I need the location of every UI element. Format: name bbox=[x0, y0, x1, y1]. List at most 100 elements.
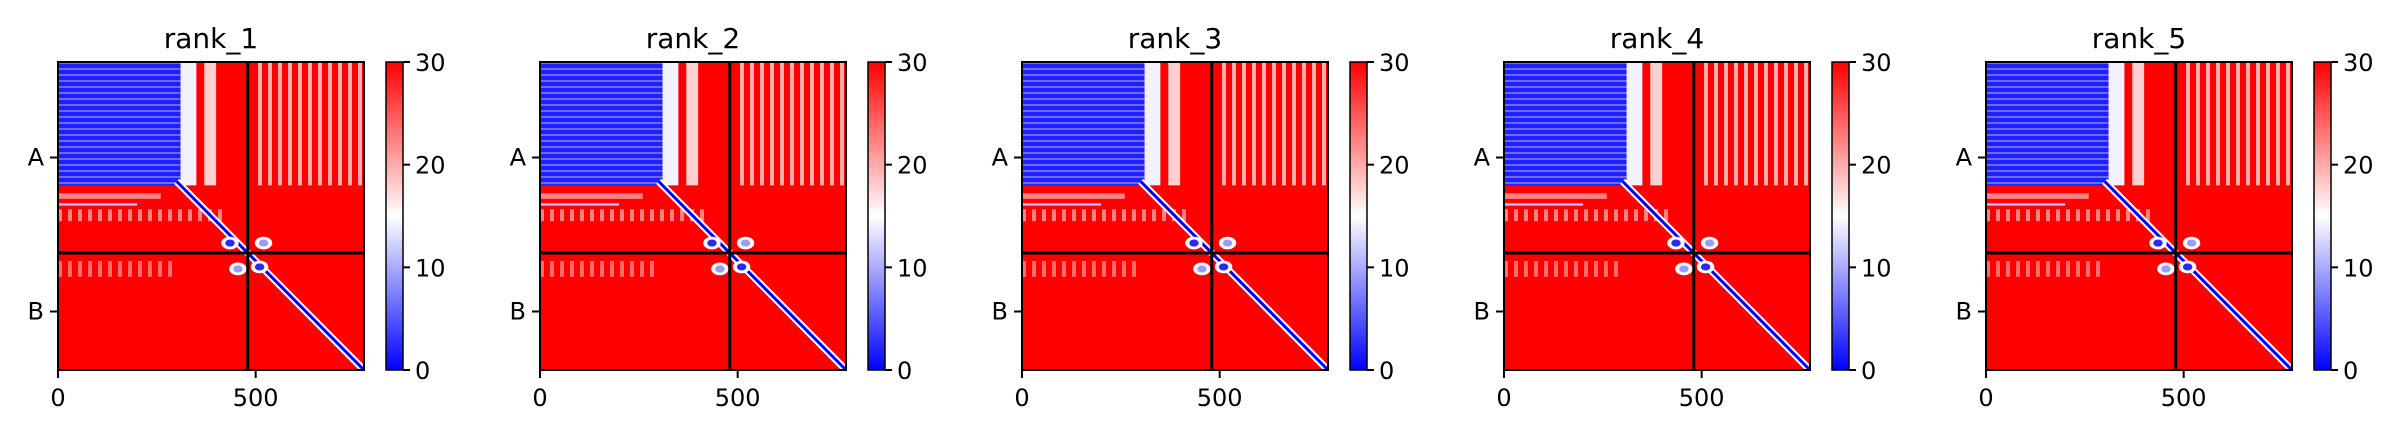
colorbar: 0 10 20 30 bbox=[385, 49, 446, 385]
heatmap-block-aa bbox=[1022, 62, 1145, 186]
heatmap-interface-blob bbox=[736, 263, 747, 271]
colorbar: 0 10 20 30 bbox=[2313, 49, 2374, 385]
heatmap-panel: rank_3 0 500 A B 0 10 20 30 bbox=[992, 22, 1410, 412]
heatmap-interface-blob bbox=[1679, 265, 1689, 273]
heatmap-body bbox=[539, 61, 849, 373]
panel-title: rank_4 bbox=[1610, 22, 1704, 55]
heatmap-band bbox=[1144, 62, 1161, 186]
colorbar-gradient bbox=[1349, 61, 1368, 371]
panel-title: rank_1 bbox=[164, 22, 258, 55]
heatmap-interface-blob bbox=[1700, 263, 1711, 271]
heatmap-streak bbox=[1504, 260, 1623, 277]
heatmap-interface-blob bbox=[2153, 239, 2163, 247]
heatmap-diagonal bbox=[2103, 180, 2294, 372]
colorbar-tick-label: 20 bbox=[2343, 152, 2374, 180]
heatmap-band bbox=[204, 62, 217, 186]
x-tick-label: 0 bbox=[1978, 384, 1993, 412]
x-tick-label: 500 bbox=[233, 384, 279, 412]
colorbar-tick-label: 10 bbox=[897, 254, 928, 282]
x-tick-label: 500 bbox=[1679, 384, 1725, 412]
heatmap-frame bbox=[1503, 61, 1811, 371]
colorbar-tick-label: 30 bbox=[1379, 49, 1410, 77]
heatmap-body bbox=[1503, 61, 1813, 373]
heatmap-interface-blob bbox=[254, 263, 265, 271]
heatmap-band bbox=[737, 62, 846, 186]
colorbar-tick-label: 10 bbox=[2343, 254, 2374, 282]
heatmap-frame bbox=[1985, 61, 2293, 371]
heatmap-panel: rank_5 0 500 A B 0 10 20 30 bbox=[1956, 22, 2374, 412]
heatmap-band bbox=[255, 62, 364, 186]
y-tick-label: A bbox=[28, 144, 45, 172]
y-tick-label: A bbox=[992, 144, 1009, 172]
heatmap-interface-blob bbox=[1218, 263, 1229, 271]
heatmap-block-aa bbox=[1504, 62, 1627, 186]
heatmap-band bbox=[1219, 62, 1328, 186]
heatmap-streak bbox=[540, 203, 620, 206]
colorbar: 0 10 20 30 bbox=[867, 49, 928, 385]
heatmap-interface-blob bbox=[1197, 265, 1207, 273]
colorbar-tick-label: 10 bbox=[1861, 254, 1892, 282]
heatmap-diagonal bbox=[1139, 180, 1330, 372]
heatmap-band bbox=[1701, 62, 1810, 186]
heatmap-interface-blob bbox=[258, 239, 269, 247]
colorbar-tick-label: 20 bbox=[1379, 152, 1410, 180]
heatmap-interface-blob bbox=[225, 239, 235, 247]
y-tick-label: A bbox=[1474, 144, 1491, 172]
heatmap-diagonal bbox=[1621, 180, 1812, 372]
heatmap-streak bbox=[1504, 193, 1607, 199]
heatmap-band bbox=[2183, 62, 2292, 186]
heatmap-streak bbox=[1504, 203, 1584, 206]
colorbar-tick-label: 0 bbox=[2343, 357, 2358, 385]
x-tick-label: 0 bbox=[532, 384, 547, 412]
heatmap-interface-blob bbox=[2161, 265, 2171, 273]
x-tick-label: 0 bbox=[1014, 384, 1029, 412]
heatmap-band bbox=[686, 62, 699, 186]
colorbar-tick-label: 0 bbox=[415, 357, 430, 385]
heatmap-streak bbox=[1986, 203, 2066, 206]
heatmap-streak bbox=[1022, 260, 1141, 277]
colorbar-tick-label: 10 bbox=[1379, 254, 1410, 282]
heatmap-interface-blob bbox=[740, 239, 751, 247]
colorbar-tick-label: 20 bbox=[897, 152, 928, 180]
x-tick-label: 0 bbox=[1496, 384, 1511, 412]
panel-title: rank_5 bbox=[2092, 22, 2186, 55]
heatmap-streak bbox=[1986, 260, 2105, 277]
heatmap-diagonal bbox=[175, 180, 366, 372]
heatmap-streak bbox=[58, 260, 177, 277]
heatmap-block-aa bbox=[1986, 62, 2109, 186]
colorbar-tick-label: 10 bbox=[415, 254, 446, 282]
heatmap-band bbox=[1626, 62, 1643, 186]
y-tick-label: B bbox=[28, 298, 44, 326]
heatmap-interface-blob bbox=[707, 239, 717, 247]
heatmap-body bbox=[1021, 61, 1331, 373]
x-tick-label: 500 bbox=[2161, 384, 2207, 412]
heatmap-streak bbox=[1504, 209, 1671, 222]
heatmap-streak bbox=[540, 193, 643, 199]
colorbar-gradient bbox=[385, 61, 404, 371]
heatmap-band bbox=[1650, 62, 1663, 186]
heatmap-frame bbox=[1021, 61, 1329, 371]
heatmap-frame bbox=[57, 61, 365, 371]
colorbar-tick-label: 30 bbox=[415, 49, 446, 77]
colorbar-tick-label: 20 bbox=[415, 152, 446, 180]
heatmap-band bbox=[662, 62, 679, 186]
x-tick-label: 500 bbox=[1197, 384, 1243, 412]
heatmap-interface-blob bbox=[1671, 239, 1681, 247]
heatmap-interface-blob bbox=[233, 265, 243, 273]
heatmap-streak bbox=[1022, 193, 1125, 199]
heatmap-band bbox=[180, 62, 197, 186]
heatmap-interface-blob bbox=[1189, 239, 1199, 247]
y-tick-label: A bbox=[510, 144, 527, 172]
heatmap-body bbox=[57, 61, 367, 373]
panel-title: rank_2 bbox=[646, 22, 740, 55]
heatmap-frame bbox=[539, 61, 847, 371]
heatmap-streak bbox=[1022, 209, 1189, 222]
colorbar-gradient bbox=[1831, 61, 1850, 371]
colorbar-tick-label: 30 bbox=[1861, 49, 1892, 77]
colorbar-tick-label: 0 bbox=[897, 357, 912, 385]
heatmap-panel: rank_2 0 500 A B 0 10 20 30 bbox=[510, 22, 928, 412]
heatmap-streak bbox=[1986, 209, 2153, 222]
y-tick-label: B bbox=[1474, 298, 1490, 326]
heatmap-interface-blob bbox=[1704, 239, 1715, 247]
